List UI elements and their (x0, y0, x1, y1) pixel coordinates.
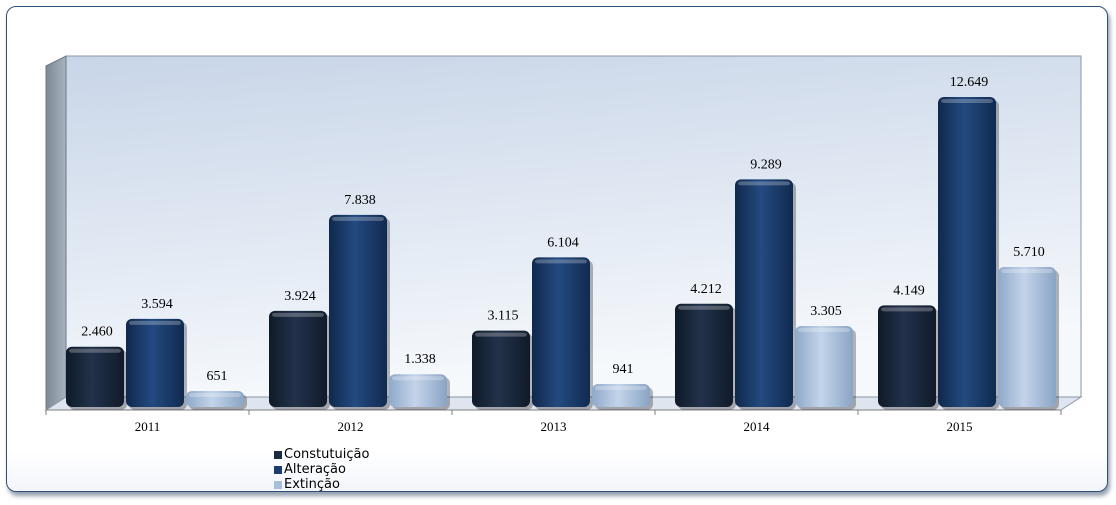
data-label-extinção-2015: 5.710 (1013, 245, 1045, 260)
legend-item-alteracao: Alteração (274, 462, 369, 477)
bar-extinção-2015 (998, 267, 1059, 410)
legend-label-alteracao: Alteração (284, 462, 346, 477)
bar-constutuição-2011 (66, 346, 127, 410)
category-label-2014: 2014 (744, 419, 771, 434)
bar-alteração-2014 (735, 179, 796, 410)
bar-constutuição-2012 (269, 310, 330, 410)
legend-item-constutuicao: Constutuição (274, 447, 369, 462)
side-wall (45, 55, 67, 411)
x-axis-ticks (45, 410, 1062, 415)
bar-alteração-2015 (938, 97, 999, 410)
bar-extinção-2014 (795, 326, 856, 410)
data-label-extinção-2011: 651 (207, 369, 228, 384)
bar-alteração-2013 (532, 257, 593, 410)
category-labels-group: 2011 2012 2013 2014 2015 (135, 419, 973, 434)
bar-constutuição-2014 (675, 303, 736, 410)
data-label-extinção-2014: 3.305 (810, 304, 842, 319)
bar-constutuição-2013 (472, 330, 533, 410)
data-label-alteração-2011: 3.594 (141, 297, 173, 312)
data-label-constutuição-2014: 4.212 (690, 282, 722, 297)
data-label-constutuição-2012: 3.924 (284, 289, 316, 304)
legend-label-extincao: Extinção (284, 477, 340, 492)
category-label-2015: 2015 (947, 419, 973, 434)
legend-swatch-extincao (274, 480, 282, 489)
legend-swatch-constutuicao (274, 450, 282, 459)
legend-item-extincao: Extinção (274, 477, 369, 492)
bar-extinção-2013 (592, 383, 653, 410)
bar-extinção-2011 (186, 391, 247, 410)
data-label-constutuição-2013: 3.115 (488, 309, 519, 324)
data-label-alteração-2014: 9.289 (750, 157, 782, 172)
data-label-extinção-2013: 941 (613, 362, 634, 377)
bar-alteração-2012 (329, 214, 390, 410)
data-label-constutuição-2015: 4.149 (893, 283, 925, 298)
bars-group (66, 97, 1059, 410)
bar-alteração-2011 (126, 318, 187, 410)
category-label-2011: 2011 (135, 419, 161, 434)
data-label-alteração-2013: 6.104 (547, 235, 579, 250)
legend-swatch-alteracao (274, 465, 282, 474)
data-label-alteração-2015: 12.649 (950, 75, 989, 90)
bar-extinção-2012 (389, 374, 450, 410)
category-label-2013: 2013 (541, 419, 567, 434)
legend: Constutuição Alteração Extinção (274, 447, 369, 492)
bar-constutuição-2015 (878, 305, 939, 410)
bar-labels-group: 2.460 3.594 651 3.924 7.838 1.338 3.115 6.104 94… (81, 75, 1045, 384)
data-label-extinção-2012: 1.338 (404, 352, 436, 367)
data-label-constutuição-2011: 2.460 (81, 325, 113, 340)
legend-label-constutuicao: Constutuição (284, 447, 370, 462)
category-label-2012: 2012 (338, 419, 364, 434)
data-label-alteração-2012: 7.838 (344, 193, 376, 208)
